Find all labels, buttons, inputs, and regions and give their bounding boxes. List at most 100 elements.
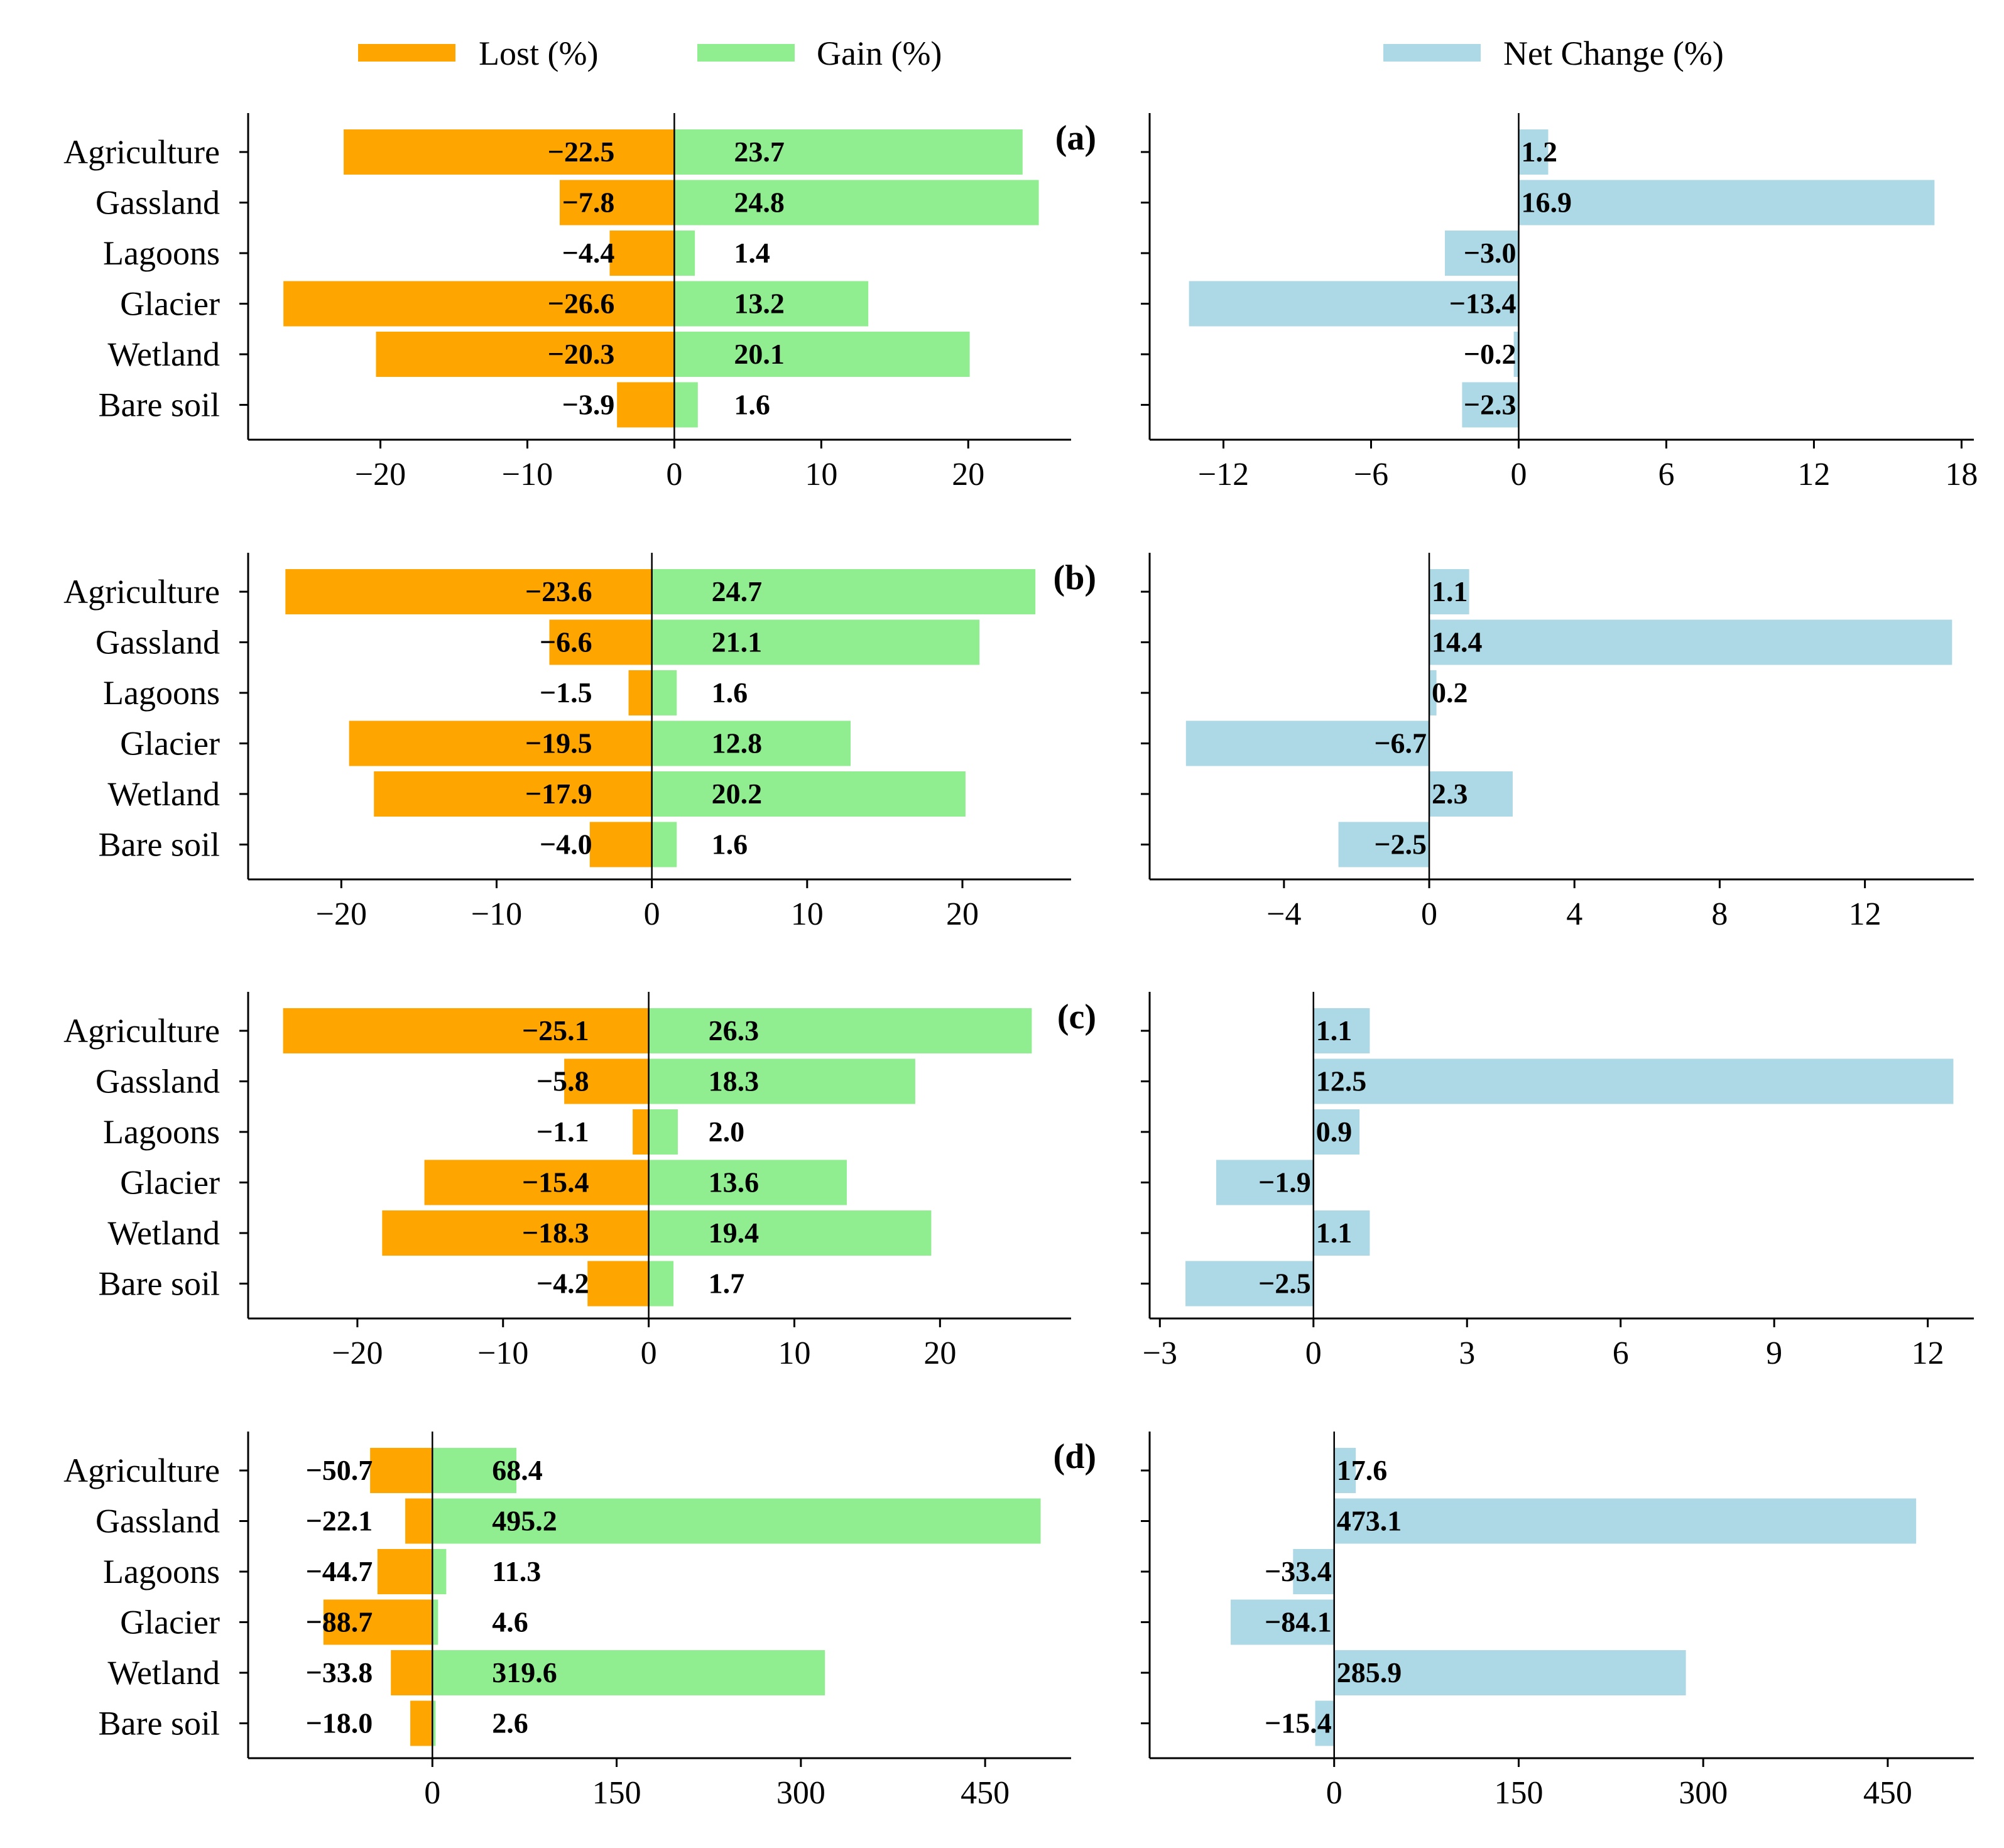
value-label-gain: 20.2 xyxy=(712,778,763,810)
value-label-gain: 4.6 xyxy=(492,1606,528,1638)
bar-net-agriculture xyxy=(1429,569,1469,614)
panel-4-left-plot: 0 150 300 450 xyxy=(239,1432,1071,1811)
x-tick-label: 0 xyxy=(666,457,682,492)
bar-net-gassland xyxy=(1334,1498,1917,1544)
bar-gain-agriculture xyxy=(432,1448,517,1493)
bar-gain-gassland xyxy=(432,1498,1041,1544)
category-label: Glacier xyxy=(120,1604,220,1641)
bar-gain-wetland xyxy=(432,1650,825,1695)
bar-lost-agriculture xyxy=(285,569,652,614)
bar-gain-gassland xyxy=(674,180,1039,226)
bar-gain-bare-soil xyxy=(648,1261,674,1307)
bar-net-lagoons xyxy=(1429,670,1437,715)
legend-label-net: Net Change (%) xyxy=(1503,35,1724,72)
value-label-lost: −20.3 xyxy=(548,338,615,370)
panel-2: −20 −10 0 10 20 −4 0 4 8 12 Agriculture Gassland Lag… xyxy=(63,553,1974,932)
bar-lost-agriculture xyxy=(370,1448,433,1493)
legend: Lost (%) Gain (%) Net Change (%) xyxy=(358,35,1724,72)
value-label-net: 285.9 xyxy=(1337,1656,1402,1688)
value-label-net: 2.3 xyxy=(1432,778,1468,810)
x-tick-label: −10 xyxy=(471,896,522,932)
value-label-gain: 13.2 xyxy=(734,288,785,320)
panel-1-left-plot: −20 −10 0 10 20 xyxy=(239,113,1071,492)
value-label-lost: −7.8 xyxy=(562,187,615,219)
legend-swatch-net xyxy=(1383,44,1481,62)
panel-label: (b) xyxy=(1054,558,1096,597)
value-label-gain: 1.7 xyxy=(709,1268,745,1300)
bar-lost-bare-soil xyxy=(589,822,652,867)
legend-label-gain: Gain (%) xyxy=(817,35,942,72)
bar-net-glacier xyxy=(1185,720,1430,766)
value-label-net: 1.1 xyxy=(1432,575,1468,607)
x-tick-label: 0 xyxy=(644,896,660,932)
value-label-gain: 11.3 xyxy=(492,1555,541,1587)
category-label: Bare soil xyxy=(99,386,220,424)
value-label-net: 1.1 xyxy=(1316,1014,1353,1046)
value-label-lost: −25.1 xyxy=(522,1014,589,1046)
bar-gain-bare-soil xyxy=(651,822,677,867)
bar-gain-glacier xyxy=(432,1599,438,1645)
value-label-lost: −22.5 xyxy=(548,136,615,168)
bar-net-glacier xyxy=(1189,281,1519,327)
panel-1: −20 −10 0 10 20 −12 −6 0 6 12 18 Agriculture Gasslan… xyxy=(63,113,1978,492)
value-label-gain: 1.4 xyxy=(734,237,770,269)
bar-net-glacier xyxy=(1216,1160,1314,1205)
bar-lost-glacier xyxy=(283,281,675,327)
value-label-gain: 26.3 xyxy=(709,1014,760,1046)
value-label-gain: 2.6 xyxy=(492,1707,528,1739)
panel-4: 0 150 300 450 0 150 300 450 Agriculture Gassland L… xyxy=(63,1432,1974,1811)
bar-lost-gassland xyxy=(559,180,675,226)
bar-lost-lagoons xyxy=(609,231,675,276)
value-label-net: −13.4 xyxy=(1449,288,1517,320)
bar-lost-lagoons xyxy=(633,1109,649,1155)
value-label-lost: −1.1 xyxy=(536,1116,589,1148)
x-tick-label: 0 xyxy=(641,1335,657,1371)
bar-gain-bare-soil xyxy=(674,382,698,428)
category-label: Wetland xyxy=(107,1654,220,1692)
x-tick-label: 0 xyxy=(1305,1335,1322,1371)
x-tick-label: 9 xyxy=(1766,1335,1782,1371)
bar-net-agriculture xyxy=(1313,1008,1370,1053)
bar-net-wetland xyxy=(1313,1210,1370,1256)
bar-net-wetland xyxy=(1334,1650,1686,1695)
category-label: Wetland xyxy=(107,1214,220,1252)
x-tick-label: −20 xyxy=(332,1335,383,1371)
bar-lost-agriculture xyxy=(344,129,675,175)
bar-lost-lagoons xyxy=(628,670,652,715)
x-tick-label: −20 xyxy=(316,896,367,932)
x-tick-label: 0 xyxy=(1421,896,1437,932)
bar-net-bare-soil xyxy=(1462,382,1519,428)
category-label: Gassland xyxy=(95,1503,220,1540)
bar-net-agriculture xyxy=(1334,1448,1356,1493)
value-label-lost: −50.7 xyxy=(306,1454,373,1486)
category-label: Lagoons xyxy=(103,1113,220,1151)
bar-gain-agriculture xyxy=(651,569,1036,614)
value-label-gain: 12.8 xyxy=(712,727,763,759)
bar-gain-lagoons xyxy=(432,1549,447,1594)
value-label-net: 1.2 xyxy=(1521,136,1557,168)
value-label-gain: 23.7 xyxy=(734,136,785,168)
value-label-lost: −22.1 xyxy=(306,1505,373,1537)
bar-net-gassland xyxy=(1518,180,1935,226)
bar-lost-wetland xyxy=(374,771,652,817)
value-label-lost: −4.0 xyxy=(540,829,592,861)
value-label-net: 0.2 xyxy=(1432,677,1468,709)
x-tick-label: 6 xyxy=(1613,1335,1629,1371)
x-tick-label: 0 xyxy=(1326,1775,1342,1811)
category-label: Agriculture xyxy=(63,1012,220,1050)
bar-gain-gassland xyxy=(648,1058,915,1104)
category-label: Lagoons xyxy=(103,674,220,712)
bar-gain-lagoons xyxy=(651,670,677,715)
value-label-net: 16.9 xyxy=(1521,187,1572,219)
x-tick-label: 0 xyxy=(424,1775,440,1811)
x-tick-label: 300 xyxy=(776,1775,825,1811)
bar-lost-gassland xyxy=(405,1498,433,1544)
bar-net-glacier xyxy=(1231,1599,1334,1645)
category-label: Agriculture xyxy=(63,1452,220,1489)
panel-4-right-plot: 0 150 300 450 xyxy=(1141,1432,1974,1811)
value-label-net: −2.3 xyxy=(1464,389,1517,421)
x-tick-label: 20 xyxy=(946,896,979,932)
value-label-lost: −4.2 xyxy=(536,1268,589,1300)
bar-lost-wetland xyxy=(382,1210,649,1256)
